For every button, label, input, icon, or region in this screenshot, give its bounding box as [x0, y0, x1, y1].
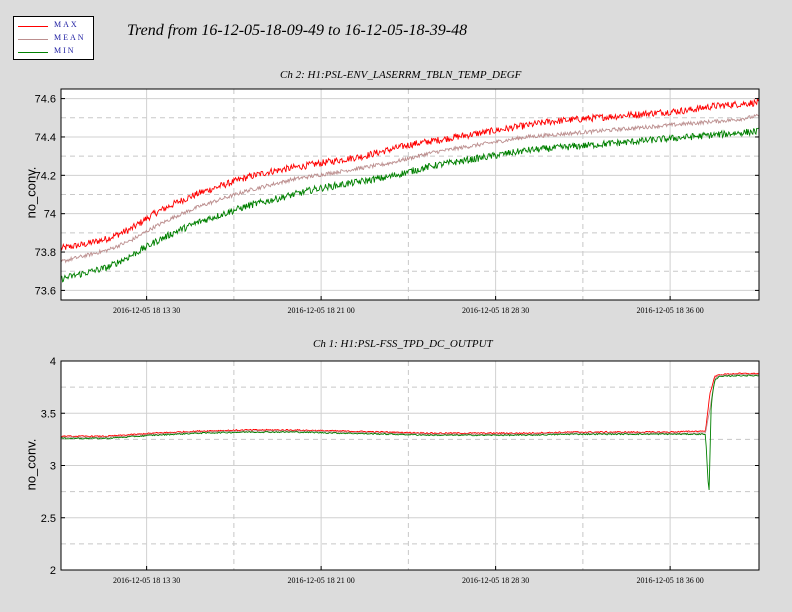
- chart-1-ytick-label: 74.6: [35, 94, 56, 106]
- chart-2-title: Ch 1: H1:PSL-FSS_TPD_DC_OUTPUT: [313, 338, 493, 350]
- chart-1-xtick-label: 2016-12-05 18 36 00: [636, 306, 703, 315]
- chart-1-frame: [60, 88, 760, 301]
- legend-swatch-max: [18, 26, 48, 27]
- chart-2-ytick-label: 3.5: [41, 408, 56, 420]
- chart-1-ytick-label: 74.4: [35, 132, 56, 144]
- legend-item-min: MIN: [18, 46, 94, 58]
- chart-2-ytick-label: 2: [50, 565, 56, 577]
- chart-1-ytick-label: 73.8: [35, 247, 56, 259]
- chart-1-ytick-label: 74: [44, 209, 56, 221]
- legend-item-mean: MEAN: [18, 33, 94, 45]
- chart-1-series-max: [60, 97, 760, 251]
- page-title: Trend from 16-12-05-18-09-49 to 16-12-05…: [127, 22, 468, 39]
- chart-1-ytick-label: 74.2: [35, 170, 56, 182]
- chart-2-xtick-label: 2016-12-05 18 36 00: [636, 576, 703, 585]
- chart-2-series-max: [60, 372, 759, 438]
- chart-1-series-mean: [60, 113, 760, 264]
- legend-label-mean: MEAN: [54, 33, 86, 42]
- chart-2-ytick-label: 3: [50, 461, 56, 473]
- legend-label-max: MAX: [54, 20, 79, 29]
- chart-1-ytick-label: 73.6: [35, 285, 56, 297]
- legend-item-max: MAX: [18, 20, 94, 32]
- chart-1-xtick-label: 2016-12-05 18 13 30: [113, 306, 180, 315]
- chart-1-series-min: [60, 127, 760, 283]
- chart-1-xtick-label: 2016-12-05 18 28 30: [462, 306, 529, 315]
- chart-2-xtick-label: 2016-12-05 18 28 30: [462, 576, 529, 585]
- legend: MAX MEAN MIN: [13, 16, 94, 60]
- chart-2-ytick-label: 4: [50, 356, 56, 368]
- chart-2-xtick-label: 2016-12-05 18 21 00: [287, 576, 354, 585]
- legend-label-min: MIN: [54, 46, 76, 55]
- chart-2-ytick-label: 2.5: [41, 513, 56, 525]
- chart-1-plot-area: [61, 89, 759, 300]
- legend-swatch-min: [18, 52, 48, 53]
- chart-2-series-mean: [60, 373, 760, 439]
- chart-2-xtick-label: 2016-12-05 18 13 30: [113, 576, 180, 585]
- chart-1-xtick-label: 2016-12-05 18 21 00: [287, 306, 354, 315]
- chart-1-title: Ch 2: H1:PSL-ENV_LASERRM_TBLN_TEMP_DEGF: [280, 69, 522, 81]
- legend-swatch-mean: [18, 39, 48, 40]
- chart-2-series-min: [60, 374, 760, 491]
